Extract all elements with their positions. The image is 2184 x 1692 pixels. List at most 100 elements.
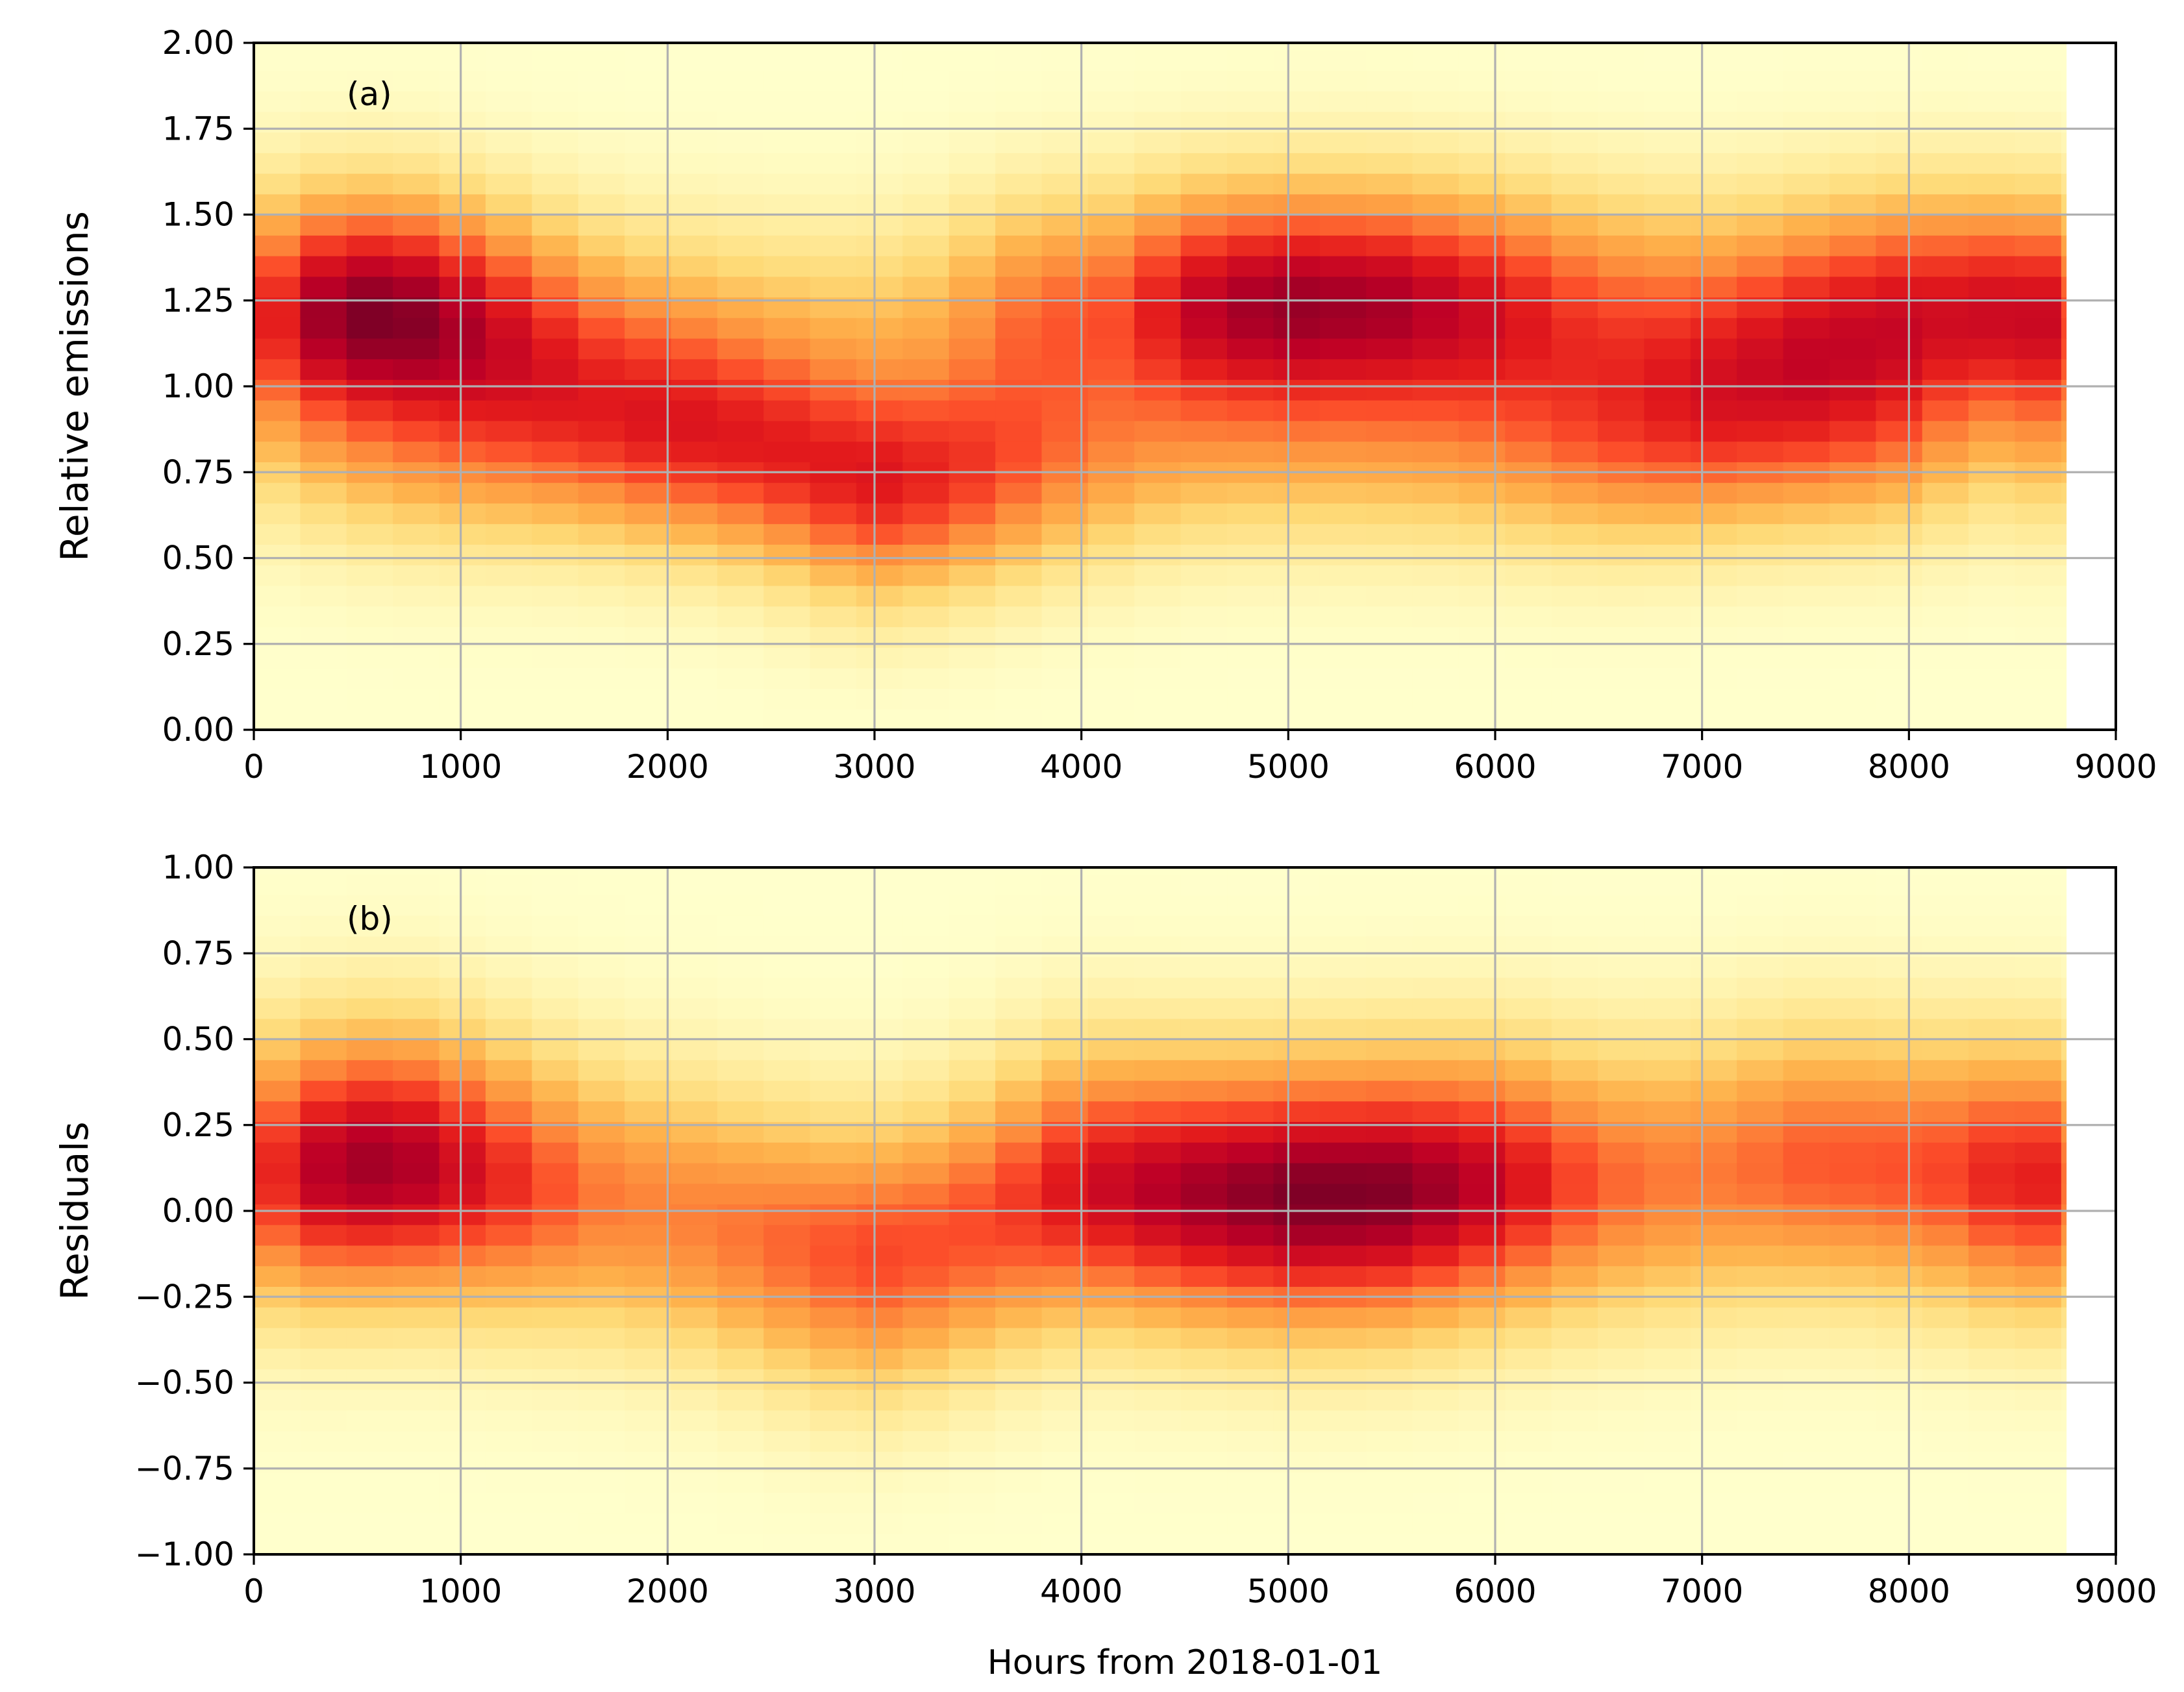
heatmap-cell <box>763 1060 811 1081</box>
heatmap-cell <box>300 606 347 627</box>
heatmap-cell <box>1273 276 1321 298</box>
heatmap-cell <box>1134 1492 1182 1514</box>
heatmap-cell <box>810 1369 857 1390</box>
heatmap-cell <box>393 43 440 51</box>
heatmap-cell <box>1551 647 1598 669</box>
heatmap-cell <box>1922 867 1969 875</box>
heatmap-cell <box>1644 255 1691 277</box>
heatmap-cell <box>1598 91 1645 112</box>
heatmap-cell <box>300 1142 347 1163</box>
heatmap-cell <box>1227 1348 1274 1369</box>
heatmap-cell <box>532 482 579 504</box>
heatmap-cell <box>1968 1039 2016 1060</box>
heatmap-cell <box>671 1204 718 1225</box>
heatmap-cell <box>2015 647 2062 669</box>
heatmap-cell <box>671 1101 718 1123</box>
heatmap-cell <box>1412 43 1459 51</box>
heatmap-cell <box>1922 153 1969 174</box>
heatmap-cell <box>346 1430 393 1452</box>
heatmap-cell <box>254 1162 301 1184</box>
heatmap-cell <box>439 1018 486 1040</box>
heatmap-cell <box>625 400 672 421</box>
heatmap-cell <box>1412 1348 1459 1369</box>
heatmap-cell <box>1319 1204 1367 1225</box>
heatmap-cell <box>2015 1101 2062 1123</box>
heatmap-cell <box>1783 1410 1830 1432</box>
heatmap-cell <box>439 1472 486 1493</box>
heatmap-cell <box>625 1265 672 1287</box>
heatmap-cell <box>810 1513 857 1534</box>
heatmap-cell <box>1737 1265 1784 1287</box>
heatmap-cell <box>1412 1327 1459 1349</box>
heatmap-cell <box>439 1101 486 1123</box>
heatmap-cell <box>2061 606 2067 627</box>
heatmap-cell <box>1690 1204 1737 1225</box>
heatmap-cell <box>1829 91 1876 112</box>
heatmap-cell <box>1644 379 1691 401</box>
heatmap-cell <box>300 1348 347 1369</box>
heatmap-cell <box>810 565 857 586</box>
heatmap-cell <box>346 503 393 525</box>
heatmap-cell <box>439 977 486 999</box>
heatmap-cell <box>1876 173 1923 195</box>
heatmap-cell <box>1366 1080 1413 1102</box>
heatmap-cell <box>902 647 950 669</box>
heatmap-cell <box>1180 91 1228 112</box>
heatmap-cell <box>346 1492 393 1514</box>
heatmap-cell <box>1134 688 1182 710</box>
heatmap-cell <box>1922 482 1969 504</box>
heatmap-cell <box>2015 667 2062 690</box>
heatmap-cell <box>1087 1060 1135 1081</box>
heatmap-cell <box>1876 606 1923 627</box>
heatmap-cell <box>1922 1430 1969 1452</box>
heatmap-cell <box>254 441 301 462</box>
heatmap-cell <box>1644 1142 1691 1163</box>
heatmap-cell <box>1737 1389 1784 1411</box>
heatmap-cell <box>346 70 393 92</box>
heatmap-cell <box>1598 1080 1645 1102</box>
heatmap-cell <box>393 400 440 421</box>
heatmap-cell <box>2061 544 2067 566</box>
heatmap-cell <box>532 895 579 916</box>
heatmap-cell <box>1087 606 1135 627</box>
heatmap-cell <box>1829 1369 1876 1390</box>
heatmap-cell <box>300 420 347 442</box>
heatmap-cell <box>578 379 625 401</box>
heatmap-cell <box>810 956 857 978</box>
heatmap-cell <box>393 1327 440 1349</box>
heatmap-cell <box>1087 565 1135 586</box>
heatmap-cell <box>1598 358 1645 380</box>
heatmap-cell <box>300 544 347 566</box>
heatmap-cell <box>1968 70 2016 92</box>
heatmap-cell <box>1458 338 1506 360</box>
heatmap-cell <box>1134 647 1182 669</box>
heatmap-cell <box>485 1472 532 1493</box>
x-tick-label: 9000 <box>2074 748 2157 786</box>
heatmap-cell <box>810 1430 857 1452</box>
heatmap-cell <box>1551 1369 1598 1390</box>
heatmap-cell <box>1505 544 1552 566</box>
heatmap-cell <box>1876 523 1923 545</box>
heatmap-cell <box>1829 1039 1876 1060</box>
heatmap-cell <box>1922 606 1969 627</box>
heatmap-cell <box>856 214 903 236</box>
heatmap-cell <box>810 606 857 627</box>
heatmap-cell <box>1273 1513 1321 1534</box>
heatmap-cell <box>995 1327 1043 1349</box>
heatmap-cell <box>1829 1327 1876 1349</box>
heatmap-cell <box>717 565 764 586</box>
heatmap-cell <box>949 235 996 256</box>
heatmap-cell <box>856 153 903 174</box>
heatmap-cell <box>995 606 1043 627</box>
heatmap-cell <box>532 1245 579 1267</box>
heatmap-cell <box>1505 1060 1552 1081</box>
panel-b: 0 1000 2000 3000 4000 5000 6000 7000 8000 9000−1.… <box>53 849 2157 1610</box>
heatmap-cell <box>393 977 440 999</box>
heatmap-cell <box>1227 565 1274 586</box>
heatmap-cell <box>856 1265 903 1287</box>
heatmap-cell <box>1551 317 1598 339</box>
heatmap-cell <box>1134 1245 1182 1267</box>
heatmap-cell <box>1737 977 1784 999</box>
heatmap-cell <box>1227 1101 1274 1123</box>
heatmap-cell <box>393 1348 440 1369</box>
